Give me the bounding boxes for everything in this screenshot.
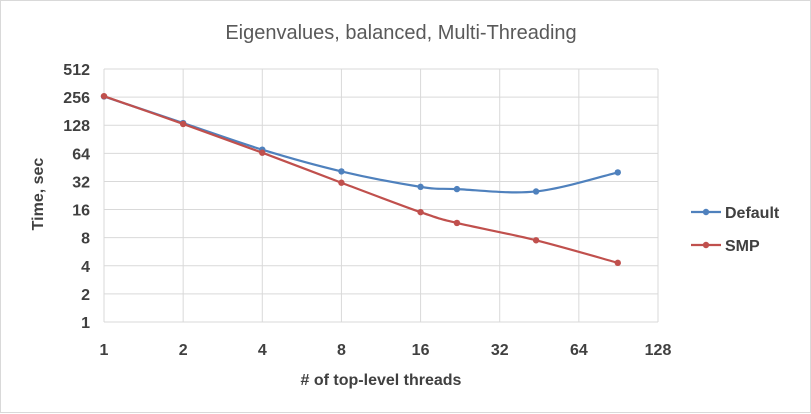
y-tick-label: 4 (81, 259, 90, 276)
x-tick-label: 1 (100, 342, 109, 359)
y-axis-ticks: 1 2 4 8 16 32 64 128 256 512 (63, 62, 90, 332)
chart-title: Eigenvalues, balanced, Multi-Threading (225, 22, 576, 44)
y-tick-label: 256 (63, 90, 90, 107)
x-axis-label: # of top-level threads (301, 372, 462, 389)
data-point-default (453, 185, 461, 193)
grid (103, 68, 659, 323)
y-tick-label: 1 (81, 315, 90, 332)
data-point-default (614, 169, 621, 176)
y-tick-label: 512 (63, 62, 90, 79)
data-point-smp (417, 208, 424, 216)
legend-marker (702, 241, 710, 249)
x-tick-label: 64 (570, 342, 588, 359)
data-point-smp (453, 219, 461, 227)
x-tick-label: 8 (337, 342, 346, 359)
legend: Default SMP (691, 205, 780, 255)
data-point-smp (532, 237, 540, 244)
data-point-smp (179, 120, 187, 128)
x-tick-label: 128 (645, 342, 672, 359)
data-point-default (338, 168, 345, 175)
y-axis-label: Time, sec (30, 158, 47, 231)
legend-label: Default (725, 205, 780, 222)
y-tick-label: 16 (72, 203, 90, 220)
data-point-smp (100, 92, 108, 100)
y-tick-label: 64 (72, 146, 90, 163)
x-tick-label: 4 (258, 342, 267, 359)
series-smp (100, 92, 621, 267)
data-point-default (532, 188, 540, 195)
x-tick-label: 32 (491, 342, 509, 359)
y-tick-label: 32 (72, 174, 90, 191)
x-tick-label: 16 (412, 342, 430, 359)
series-line-default (103, 95, 619, 194)
x-axis-ticks: 1 2 4 8 16 32 64 128 (100, 342, 672, 359)
data-point-smp (614, 259, 621, 267)
series-default (100, 93, 621, 195)
y-tick-label: 8 (81, 231, 90, 248)
legend-item-default: Default (691, 205, 780, 222)
data-point-default (417, 183, 424, 191)
legend-item-smp: SMP (691, 238, 760, 255)
y-tick-label: 128 (63, 118, 90, 135)
y-tick-label: 2 (81, 287, 90, 304)
x-tick-label: 2 (179, 342, 188, 359)
series-line-smp (103, 95, 619, 264)
data-point-smp (338, 179, 345, 186)
series-group (100, 92, 621, 267)
legend-marker (702, 208, 710, 216)
legend-label: SMP (725, 238, 760, 255)
data-point-smp (259, 149, 266, 156)
